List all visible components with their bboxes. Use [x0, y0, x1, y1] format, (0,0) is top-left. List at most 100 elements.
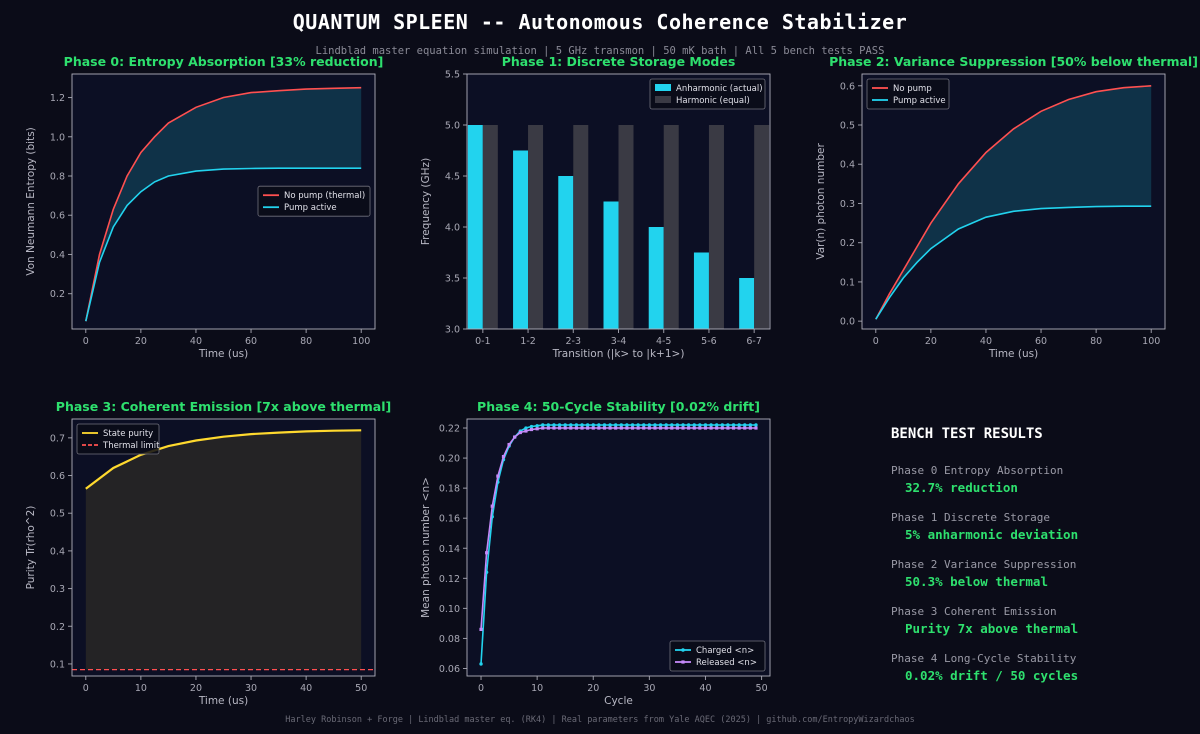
result-item-phase1: Phase 1 Discrete Storage 5% anharmonic d… — [891, 511, 1181, 542]
y-tick-label: 3.5 — [445, 274, 460, 285]
data-point-released — [743, 426, 747, 430]
data-point-charged — [686, 423, 691, 427]
bar-harmonic — [482, 125, 498, 329]
purity-fill-area — [85, 430, 362, 670]
axes-frame — [71, 73, 376, 330]
data-point-released — [619, 426, 623, 430]
y-tick-label: 0.06 — [439, 664, 460, 675]
data-point-released — [591, 426, 595, 430]
x-tick-label: 40 — [190, 336, 202, 347]
bar-harmonic — [663, 125, 679, 329]
y-tick-label: 0.14 — [439, 544, 460, 555]
data-point-released — [681, 426, 685, 430]
figure-title: QUANTUM SPLEEN -- Autonomous Coherence S… — [292, 10, 908, 34]
data-point-released — [574, 426, 579, 430]
data-point-released — [597, 426, 601, 430]
y-tick-label: 0.16 — [439, 514, 460, 525]
y-tick-label: 0.0 — [840, 317, 855, 328]
data-point-charged — [703, 423, 708, 427]
data-point-charged — [726, 423, 730, 427]
y-tick-label: 0.3 — [50, 584, 65, 595]
result-value: 32.7% reduction — [905, 480, 1018, 495]
bar-anharmonic — [558, 176, 574, 329]
y-tick-label: 0.2 — [50, 622, 65, 633]
x-tick-label: 10 — [135, 683, 147, 694]
y-tick-label: 4.5 — [445, 172, 460, 183]
y-tick-label: 0.6 — [840, 81, 855, 92]
series-line-0 — [85, 86, 362, 322]
series-line-1 — [875, 205, 1152, 320]
x-tick-label: 80 — [300, 336, 312, 347]
data-point-released — [731, 426, 736, 430]
data-point-charged — [557, 423, 562, 427]
data-point-charged — [569, 423, 573, 427]
data-point-charged — [698, 423, 702, 427]
bar-anharmonic — [693, 252, 709, 329]
plot-area — [862, 74, 1165, 329]
bar-anharmonic — [648, 227, 664, 329]
x-tick-label: 3-4 — [611, 336, 627, 347]
x-tick-label: 0 — [83, 336, 89, 347]
data-point-released — [535, 427, 539, 431]
data-point-charged — [720, 423, 725, 427]
x-tick-label: 60 — [1035, 336, 1047, 347]
x-axis-label: Time (us) — [198, 695, 248, 707]
legend-box — [76, 423, 160, 455]
legend-label: Thermal limit — [102, 441, 160, 451]
data-point-released — [703, 426, 708, 430]
x-tick-label: 100 — [352, 336, 370, 347]
chart-phase1: Phase 1: Discrete Storage Modes 3.0 3.5 4.0… — [420, 54, 771, 360]
legend-marker — [681, 648, 685, 652]
result-value: 5% anharmonic deviation — [905, 527, 1079, 542]
y-axis-label: Purity Tr(rho^2) — [25, 506, 37, 590]
legend-label: State purity — [103, 429, 153, 439]
legend-label: Released <n> — [696, 658, 757, 668]
legend-label: Charged <n> — [696, 646, 754, 656]
legend-label: Pump active — [893, 96, 946, 106]
data-point-released — [670, 426, 674, 430]
chart-phase2: Phase 2: Variance Suppression [50% below… — [815, 54, 1198, 360]
legend-label: Anharmonic (actual) — [676, 84, 763, 94]
y-tick-label: 0.4 — [50, 546, 65, 557]
data-point-charged — [580, 423, 584, 427]
data-point-released — [636, 426, 640, 430]
x-tick-label: 6-7 — [746, 336, 762, 347]
bar-harmonic — [573, 125, 589, 329]
data-point-charged — [552, 423, 556, 427]
data-point-charged — [597, 423, 601, 427]
data-point-charged — [743, 423, 747, 427]
y-tick-label: 0.6 — [50, 471, 65, 482]
data-point-released — [625, 426, 629, 430]
y-tick-label: 5.0 — [445, 121, 460, 132]
data-point-released — [507, 442, 511, 447]
chart-phase4: Phase 4: 50-Cycle Stability [0.02% drift… — [420, 399, 771, 707]
y-tick-label: 0.18 — [439, 484, 460, 495]
chart-title: Phase 1: Discrete Storage Modes — [502, 54, 736, 69]
data-point-released — [569, 426, 573, 430]
data-point-charged — [664, 423, 668, 427]
data-point-released — [524, 429, 528, 433]
data-point-charged — [692, 423, 696, 427]
data-point-charged — [731, 423, 736, 427]
x-tick-label: 5-6 — [701, 336, 717, 347]
legend-label: Harmonic (equal) — [676, 96, 750, 106]
data-point-released — [479, 627, 483, 632]
x-tick-label: 40 — [699, 683, 711, 694]
data-point-charged — [602, 423, 607, 427]
data-point-released — [653, 426, 657, 430]
data-point-charged — [653, 423, 657, 427]
x-tick-label: 40 — [980, 336, 992, 347]
result-item-phase4: Phase 4 Long-Cycle Stability 0.02% drift… — [891, 652, 1181, 683]
x-tick-label: 2-3 — [566, 336, 582, 347]
bar-anharmonic — [603, 201, 619, 329]
bar-harmonic — [754, 125, 770, 329]
bar-harmonic — [528, 125, 544, 329]
y-tick-label: 0.4 — [50, 250, 65, 261]
y-tick-label: 0.1 — [840, 277, 855, 288]
data-point-charged — [647, 423, 652, 427]
data-point-released — [513, 435, 517, 439]
x-tick-label: 4-5 — [656, 336, 672, 347]
chart-title: Phase 2: Variance Suppression [50% below… — [829, 54, 1198, 69]
y-tick-label: 5.5 — [445, 70, 460, 81]
result-label: Phase 0 Entropy Absorption — [891, 464, 1064, 477]
